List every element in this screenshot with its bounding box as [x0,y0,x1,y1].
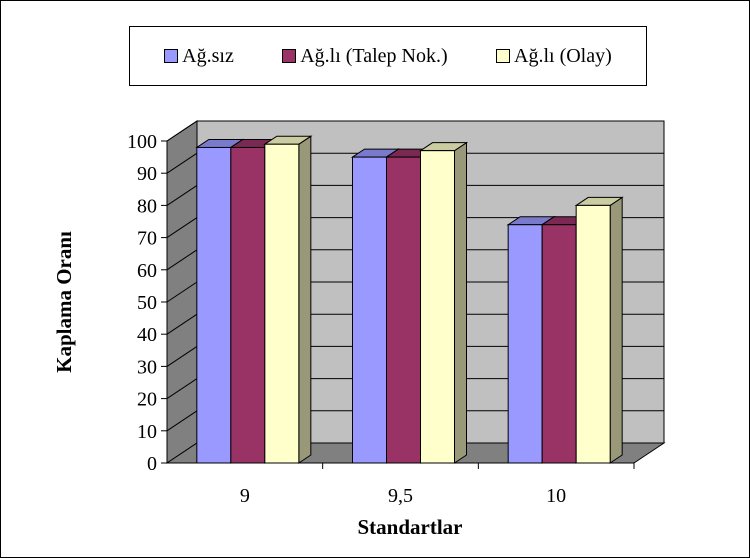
x-axis-title: Standartlar [358,515,463,539]
x-tick-label: 9,5 [388,485,413,507]
gridline-side [166,313,198,335]
bars [195,135,624,464]
y-tick-label: 80 [137,195,157,217]
legend-item-2: Ağ.lı (Talep Nok.) [282,44,448,68]
y-tick-label: 70 [137,228,157,250]
y-tick-label: 20 [137,389,157,411]
bar-front [420,150,455,464]
gridline-side [166,184,198,206]
legend-swatch-2 [282,49,297,63]
legend-item-3: Ağ.lı (Olay) [496,45,612,68]
bar-front [575,204,611,464]
legend-label-2: Ağ.lı (Talep Nok.) [300,44,448,67]
legend-label-1: Ağ.sız [182,44,234,67]
y-tick-label: 0 [147,453,157,475]
y-tick-label: 10 [137,421,157,443]
bar-front [264,143,300,464]
bar-side [609,196,623,464]
y-tick-label: 100 [127,131,157,153]
bar-front [386,156,421,464]
bar-front [541,224,577,464]
gridline-side [166,217,198,239]
bar-front [352,156,387,464]
gridline-side [166,152,198,174]
x-tick-label: 9 [240,485,250,507]
y-tick-label: 40 [137,324,157,346]
bar [263,135,313,464]
bar-front [230,146,266,464]
y-tick-label: 90 [137,163,157,185]
legend-label-3: Ağ.lı (Olay) [514,44,612,67]
bar-front [507,224,543,464]
bar-side [454,141,467,464]
gridline-side [166,281,198,303]
legend-swatch-1 [164,49,179,63]
gridline-side [166,345,198,367]
bar-side [298,135,312,464]
legend-swatch-3 [496,49,511,63]
gridline-side [166,249,198,271]
gridline-side [166,378,198,400]
y-tick-label: 50 [137,292,157,314]
y-axis-title: Kaplama Oranı [52,231,76,373]
legend: Ağ.sız Ağ.lı (Talep Nok.) Ağ.lı (Olay) [129,26,647,86]
gridline-side [166,120,198,142]
legend-item-1: Ağ.sız [164,45,234,68]
bar [418,141,469,464]
y-tick-label: 30 [137,356,157,378]
tick-labels: 0 10 20 30 40 50 60 70 80 90 100 9 9,5 10 [127,131,566,507]
bar-front [196,146,232,464]
x-tick-label: 10 [546,485,566,507]
bar [574,196,624,464]
gridline-side [166,410,198,432]
y-tick-label: 60 [137,260,157,282]
